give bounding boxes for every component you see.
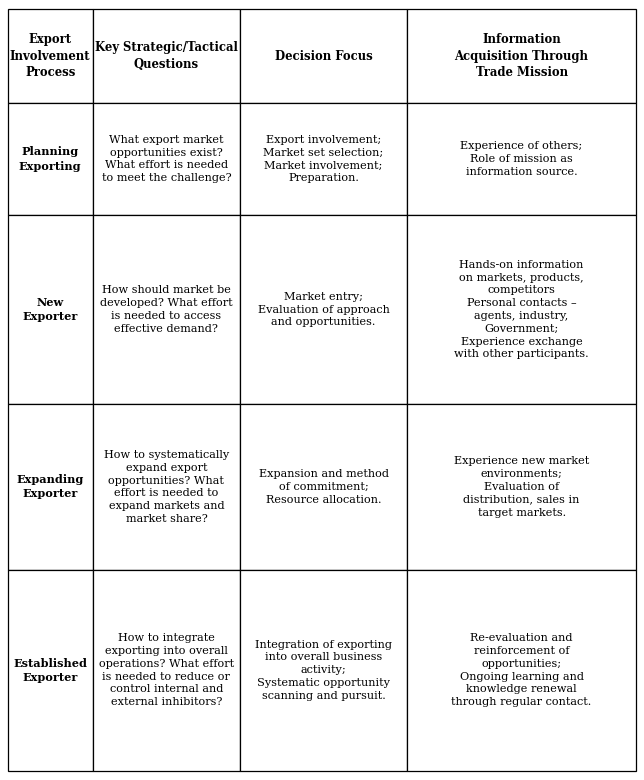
- Bar: [8, 103, 93, 215]
- Bar: [93, 569, 240, 771]
- Bar: [407, 569, 636, 771]
- Text: Integration of exporting
into overall business
activity;
Systematic opportunity
: Integration of exporting into overall bu…: [255, 640, 392, 700]
- Text: Experience new market
environments;
Evaluation of
distribution, sales in
target : Experience new market environments; Eval…: [454, 456, 589, 517]
- Bar: [407, 103, 636, 215]
- Text: Export involvement;
Market set selection;
Market involvement;
Preparation.: Export involvement; Market set selection…: [263, 135, 384, 183]
- Text: Expanding
Exporter: Expanding Exporter: [17, 474, 84, 499]
- Text: How to systematically
expand export
opportunities? What
effort is needed to
expa: How to systematically expand export oppo…: [104, 450, 229, 524]
- Text: Hands-on information
on markets, products,
competitors
Personal contacts –
agent: Hands-on information on markets, product…: [454, 260, 589, 360]
- Bar: [93, 215, 240, 404]
- Bar: [93, 9, 240, 103]
- Bar: [8, 9, 93, 103]
- Bar: [407, 404, 636, 569]
- Text: What export market
opportunities exist?
What effort is needed
to meet the challe: What export market opportunities exist? …: [102, 135, 231, 183]
- Text: How to integrate
exporting into overall
operations? What effort
is needed to red: How to integrate exporting into overall …: [99, 633, 234, 707]
- Text: Experience of others;
Role of mission as
information source.: Experience of others; Role of mission as…: [460, 141, 583, 177]
- Text: Planning
Exporting: Planning Exporting: [19, 147, 82, 172]
- Bar: [240, 103, 407, 215]
- Bar: [240, 215, 407, 404]
- Text: New
Exporter: New Exporter: [23, 297, 78, 322]
- Text: Market entry;
Evaluation of approach
and opportunities.: Market entry; Evaluation of approach and…: [258, 292, 390, 328]
- Text: Expansion and method
of commitment;
Resource allocation.: Expansion and method of commitment; Reso…: [259, 469, 388, 505]
- Bar: [407, 9, 636, 103]
- Bar: [240, 569, 407, 771]
- Text: Decision Focus: Decision Focus: [275, 50, 372, 62]
- Bar: [240, 9, 407, 103]
- Text: How should market be
developed? What effort
is needed to access
effective demand: How should market be developed? What eff…: [100, 285, 232, 334]
- Text: Established
Exporter: Established Exporter: [13, 658, 87, 682]
- Text: Information
Acquisition Through
Trade Mission: Information Acquisition Through Trade Mi…: [455, 33, 589, 79]
- Bar: [93, 404, 240, 569]
- Text: Export
Involvement
Process: Export Involvement Process: [10, 33, 90, 79]
- Text: Key Strategic/Tactical
Questions: Key Strategic/Tactical Questions: [95, 41, 238, 71]
- Bar: [407, 215, 636, 404]
- Bar: [240, 404, 407, 569]
- Text: Re-evaluation and
reinforcement of
opportunities;
Ongoing learning and
knowledge: Re-evaluation and reinforcement of oppor…: [451, 633, 592, 707]
- Bar: [8, 215, 93, 404]
- Bar: [8, 569, 93, 771]
- Bar: [93, 103, 240, 215]
- Bar: [8, 404, 93, 569]
